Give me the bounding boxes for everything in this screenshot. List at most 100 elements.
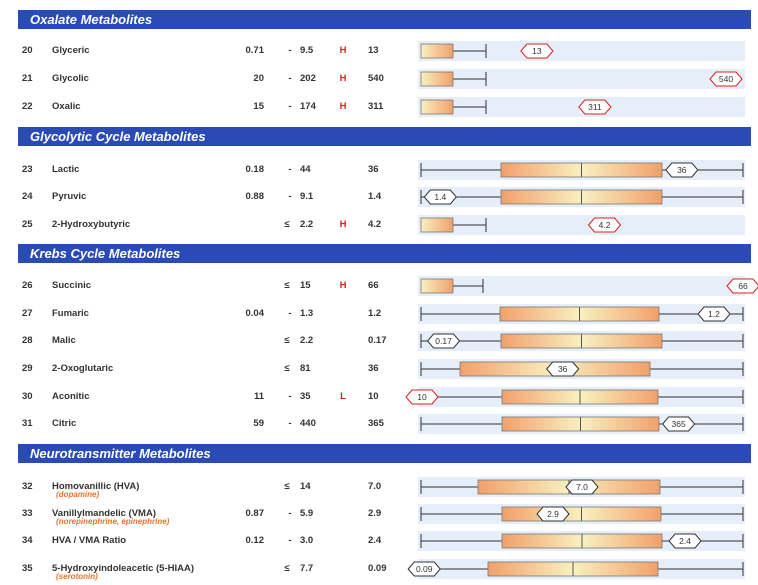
result-marker-label: 13 (532, 46, 542, 56)
reference-low: 0.88 (245, 191, 265, 202)
metabolite-name: 2-Hydroxybutyric (52, 219, 131, 230)
result-marker: 66 (726, 278, 758, 294)
result-marker: 36 (665, 162, 699, 178)
result-marker-shape (661, 416, 696, 432)
reference-separator: - (288, 164, 292, 175)
section-header: Glycolytic Cycle Metabolites (18, 127, 751, 146)
result-marker-shape (709, 71, 743, 87)
result-marker: 540 (709, 71, 743, 87)
row-number: 33 (22, 508, 33, 519)
result-marker: 0.17 (426, 333, 461, 349)
result-flag: H (339, 219, 347, 230)
result-marker-label: 1.4 (434, 192, 446, 202)
result-value: 66 (368, 280, 379, 291)
result-marker-shape (546, 361, 580, 377)
range-bar: 365 (420, 416, 744, 432)
metabolite-name: 5-Hydroxyindoleacetic (5-HIAA) (52, 563, 195, 574)
reference-high: 14 (300, 481, 311, 492)
result-marker: 36 (546, 361, 580, 377)
range-bar: 1.2 (420, 306, 744, 322)
result-flag: H (339, 280, 347, 291)
reference-high: 5.9 (300, 508, 314, 519)
range-bar: 311 (420, 99, 612, 115)
range-bar: 36 (420, 162, 744, 178)
result-marker-label: 311 (588, 102, 602, 112)
result-marker-shape (578, 99, 612, 115)
range-bar: 2.9 (420, 506, 744, 522)
result-marker-shape (587, 217, 622, 233)
range-bar: 0.17 (420, 333, 744, 349)
result-marker-shape (520, 43, 554, 59)
result-value: 1.4 (368, 191, 382, 202)
row-number: 30 (22, 391, 33, 402)
result-flag: H (339, 101, 347, 112)
metabolite-name: Aconitic (52, 391, 90, 402)
reference-separator: - (288, 101, 292, 112)
result-marker-label: 1.2 (708, 309, 720, 319)
result-marker-label: 2.9 (547, 509, 559, 519)
result-flag: H (339, 73, 347, 84)
reference-separator: ≤ (284, 481, 290, 492)
result-marker-label: 10 (417, 392, 427, 402)
row-background (418, 41, 745, 61)
metabolite-name: Malic (52, 335, 76, 346)
row-number: 29 (22, 363, 33, 374)
metabolite-name: Vanillylmandelic (VMA) (52, 508, 156, 519)
result-marker: 2.9 (536, 506, 570, 522)
result-marker-shape (697, 306, 731, 322)
range-bar: 66 (420, 278, 758, 294)
row-number: 20 (22, 45, 33, 56)
reference-high: 202 (300, 73, 316, 84)
reference-separator: ≤ (284, 363, 290, 374)
reference-low: 0.71 (245, 45, 265, 56)
result-value: 2.9 (368, 508, 382, 519)
range-bar: 2.4 (420, 533, 744, 549)
section-header: Krebs Cycle Metabolites (18, 244, 751, 263)
row-number: 27 (22, 308, 33, 319)
result-marker: 2.4 (668, 533, 702, 549)
metabolite-name: Citric (52, 418, 77, 429)
result-marker: 1.2 (697, 306, 731, 322)
result-marker-label: 36 (677, 165, 687, 175)
reference-low: 0.04 (245, 308, 265, 319)
row-number: 26 (22, 280, 33, 291)
row-background (418, 276, 745, 296)
result-marker-label: 365 (672, 419, 686, 429)
result-marker-label: 0.09 (416, 564, 433, 574)
row-number: 32 (22, 481, 33, 492)
reference-high: 2.2 (300, 219, 314, 230)
row-number: 23 (22, 164, 33, 175)
reference-low: 59 (253, 418, 264, 429)
reference-high: 2.2 (300, 335, 314, 346)
result-marker: 4.2 (587, 217, 622, 233)
row-background (418, 215, 745, 235)
row-number: 25 (22, 219, 33, 230)
result-value: 36 (368, 164, 379, 175)
metabolite-name: Fumaric (52, 308, 89, 319)
result-marker: 13 (520, 43, 554, 59)
metabolite-name: Oxalic (52, 101, 81, 112)
result-marker-label: 66 (738, 281, 748, 291)
reference-separator: - (288, 535, 292, 546)
result-marker: 0.09 (407, 561, 441, 577)
reference-separator: ≤ (284, 219, 290, 230)
reference-high: 174 (300, 101, 316, 112)
reference-low: 15 (253, 101, 264, 112)
reference-range-box (420, 71, 454, 87)
reference-separator: - (288, 508, 292, 519)
reference-low: 0.18 (245, 164, 265, 175)
reference-high: 1.3 (300, 308, 314, 319)
range-bar: 13 (420, 43, 554, 59)
result-marker-shape (726, 278, 758, 294)
reference-high: 3.0 (300, 535, 314, 546)
row-number: 34 (22, 535, 33, 546)
result-value: 10 (368, 391, 379, 402)
reference-separator: ≤ (284, 335, 290, 346)
reference-separator: - (288, 191, 292, 202)
reference-high: 440 (300, 418, 316, 429)
reference-high: 9.5 (300, 45, 314, 56)
metabolite-name: Succinic (52, 280, 92, 291)
metabolite-name: Pyruvic (52, 191, 87, 202)
reference-high: 44 (300, 164, 311, 175)
result-marker: 311 (578, 99, 612, 115)
